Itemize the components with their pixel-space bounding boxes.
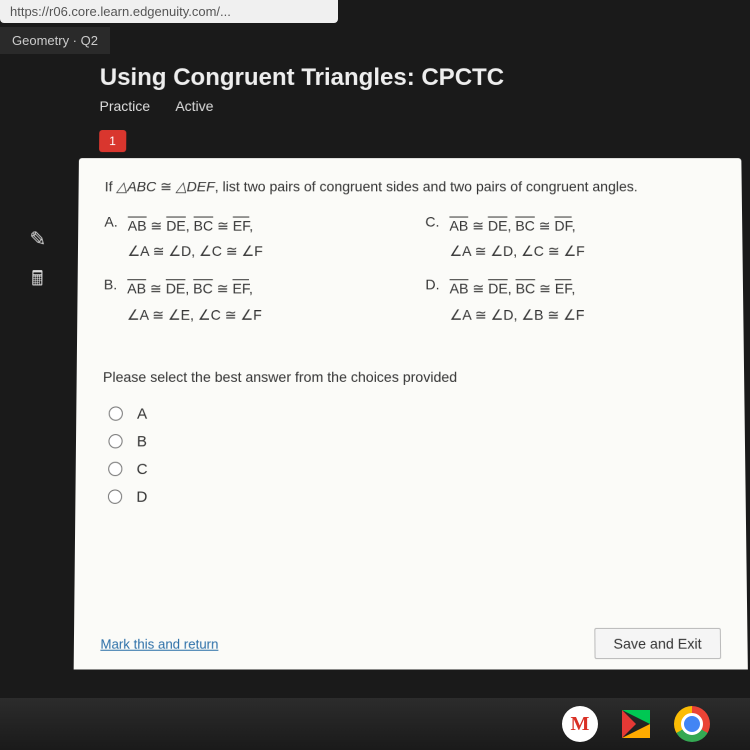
answer-letter: A. bbox=[104, 213, 118, 264]
seg: DF bbox=[554, 218, 571, 234]
seg: DE bbox=[488, 281, 508, 297]
choice-a[interactable]: A bbox=[109, 405, 719, 422]
stem-tri1: △ABC bbox=[116, 178, 156, 194]
browser-tab[interactable]: Geometry · Q2 bbox=[0, 27, 110, 54]
seg: DE bbox=[166, 218, 186, 234]
angles: ∠A ≅ ∠D, ∠C ≅ ∠F bbox=[449, 243, 584, 259]
answer-body: AB ≅ DE, BC ≅ DF, ∠A ≅ ∠D, ∠C ≅ ∠F bbox=[449, 213, 584, 264]
choice-label: D bbox=[136, 488, 147, 505]
stem-tri2: △DEF bbox=[176, 178, 215, 194]
radio-b[interactable] bbox=[108, 434, 122, 448]
seg: BC bbox=[516, 281, 536, 297]
seg: BC bbox=[515, 218, 535, 234]
calculator-icon[interactable]: 🖩 bbox=[23, 267, 52, 295]
pencil-icon[interactable]: ✎ bbox=[24, 225, 53, 253]
lesson-subheader: Practice Active bbox=[99, 98, 750, 114]
play-store-icon[interactable] bbox=[618, 706, 654, 742]
stem-suffix: , list two pairs of congruent sides and … bbox=[215, 178, 638, 194]
seg: EF bbox=[233, 218, 250, 234]
choice-label: C bbox=[137, 460, 148, 477]
answer-body: AB ≅ DE, BC ≅ EF, ∠A ≅ ∠D, ∠C ≅ ∠F bbox=[127, 213, 263, 264]
answer-body: AB ≅ DE, BC ≅ EF, ∠A ≅ ∠E, ∠C ≅ ∠F bbox=[127, 277, 262, 328]
seg: AB bbox=[127, 281, 146, 297]
answer-letter: B. bbox=[103, 277, 117, 328]
taskbar: M bbox=[0, 698, 750, 750]
answer-d: D. AB ≅ DE, BC ≅ EF, ∠A ≅ ∠D, ∠B ≅ ∠F bbox=[425, 277, 717, 328]
choice-b[interactable]: B bbox=[108, 433, 718, 450]
radio-c[interactable] bbox=[108, 462, 122, 476]
answer-a: A. AB ≅ DE, BC ≅ EF, ∠A ≅ ∠D, ∠C ≅ ∠F bbox=[104, 213, 395, 264]
angles: ∠A ≅ ∠D, ∠C ≅ ∠F bbox=[127, 243, 262, 259]
answers-grid: A. AB ≅ DE, BC ≅ EF, ∠A ≅ ∠D, ∠C ≅ ∠F C.… bbox=[103, 213, 717, 327]
choice-d[interactable]: D bbox=[108, 488, 720, 505]
radio-d[interactable] bbox=[108, 490, 122, 504]
seg: EF bbox=[555, 281, 572, 297]
question-stem: If △ABC ≅ △DEF, list two pairs of congru… bbox=[105, 178, 716, 195]
seg: AB bbox=[128, 218, 147, 234]
seg: AB bbox=[449, 218, 468, 234]
seg: BC bbox=[193, 281, 213, 297]
seg: DE bbox=[166, 281, 186, 297]
save-exit-button[interactable]: Save and Exit bbox=[594, 628, 721, 659]
radio-a[interactable] bbox=[109, 407, 123, 421]
angles: ∠A ≅ ∠D, ∠B ≅ ∠F bbox=[450, 306, 585, 322]
seg: AB bbox=[450, 281, 469, 297]
stem-prefix: If bbox=[105, 178, 117, 194]
mode-label: Practice bbox=[99, 98, 150, 114]
answer-b: B. AB ≅ DE, BC ≅ EF, ∠A ≅ ∠E, ∠C ≅ ∠F bbox=[103, 277, 395, 328]
lesson-header: Using Congruent Triangles: CPCTC Practic… bbox=[19, 54, 750, 122]
state-label: Active bbox=[175, 98, 213, 114]
seg: BC bbox=[194, 218, 214, 234]
url-bar[interactable]: https://r06.core.learn.edgenuity.com/... bbox=[0, 0, 338, 23]
instruction-text: Please select the best answer from the c… bbox=[103, 368, 718, 384]
answer-letter: D. bbox=[425, 277, 439, 328]
chrome-icon[interactable] bbox=[674, 706, 710, 742]
choice-label: A bbox=[137, 405, 147, 422]
question-panel: If △ABC ≅ △DEF, list two pairs of congru… bbox=[74, 158, 748, 669]
seg: EF bbox=[232, 281, 249, 297]
tools-column: ✎ 🖩 bbox=[23, 225, 52, 296]
lesson-container: Using Congruent Triangles: CPCTC Practic… bbox=[0, 54, 750, 669]
panel-footer: Mark this and return Save and Exit bbox=[100, 628, 721, 659]
stem-cong: ≅ bbox=[156, 178, 176, 194]
radio-choice-list: A B C D bbox=[108, 405, 720, 506]
choice-c[interactable]: C bbox=[108, 460, 719, 477]
answer-letter: C. bbox=[425, 213, 439, 264]
question-number-badge[interactable]: 1 bbox=[99, 130, 126, 152]
seg: DE bbox=[488, 218, 508, 234]
answer-body: AB ≅ DE, BC ≅ EF, ∠A ≅ ∠D, ∠B ≅ ∠F bbox=[450, 277, 585, 328]
gmail-icon[interactable]: M bbox=[562, 706, 598, 742]
lesson-title: Using Congruent Triangles: CPCTC bbox=[100, 64, 750, 92]
answer-c: C. AB ≅ DE, BC ≅ DF, ∠A ≅ ∠D, ∠C ≅ ∠F bbox=[425, 213, 716, 264]
angles: ∠A ≅ ∠E, ∠C ≅ ∠F bbox=[127, 306, 262, 322]
choice-label: B bbox=[137, 433, 147, 450]
mark-return-link[interactable]: Mark this and return bbox=[100, 636, 218, 652]
